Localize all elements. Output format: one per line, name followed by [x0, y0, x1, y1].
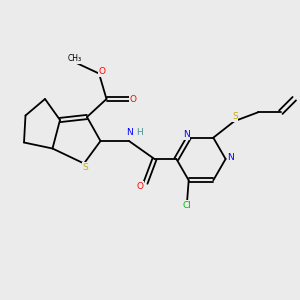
Text: O: O	[130, 94, 137, 103]
Text: S: S	[82, 163, 88, 172]
Text: H: H	[136, 128, 143, 137]
Text: O: O	[136, 182, 144, 191]
Text: S: S	[232, 112, 238, 121]
Text: CH₃: CH₃	[68, 54, 82, 63]
Text: Cl: Cl	[183, 201, 192, 210]
Text: N: N	[183, 130, 190, 139]
Text: N: N	[228, 153, 234, 162]
Text: O: O	[98, 68, 106, 76]
Text: N: N	[126, 128, 133, 137]
